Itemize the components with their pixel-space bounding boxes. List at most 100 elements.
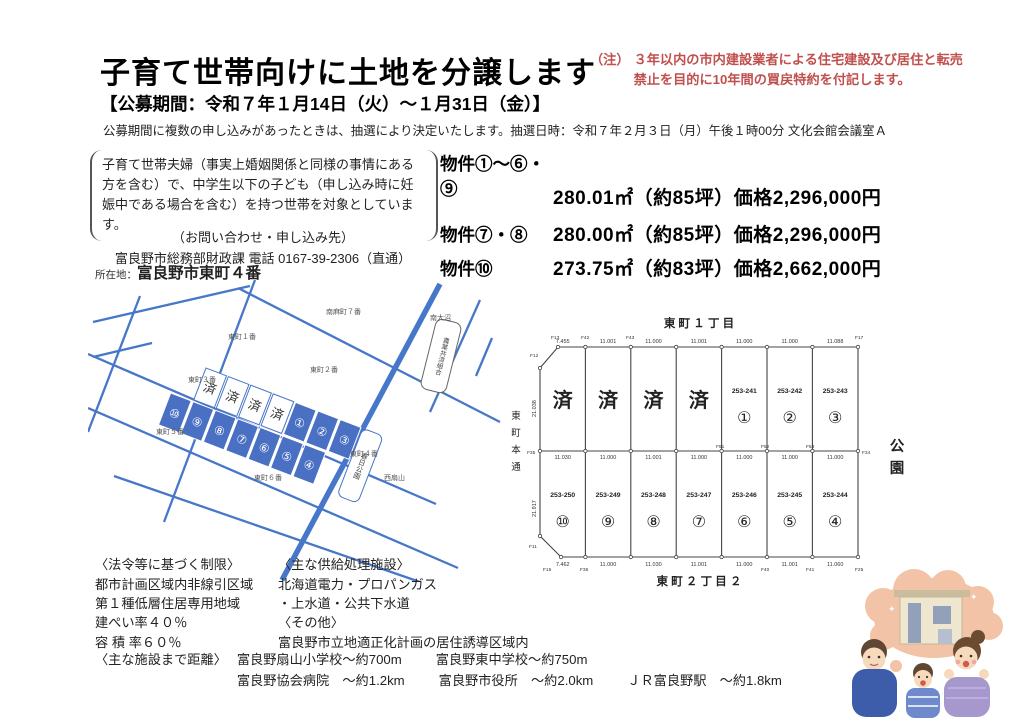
distance-item: 富良野東中学校～約750m xyxy=(435,652,588,667)
map-kasuga-parcel: 春日公園 xyxy=(338,429,383,503)
map-lot-number: ① xyxy=(292,415,307,432)
svg-text:11.000: 11.000 xyxy=(736,455,752,461)
plan-lot-circle: ⑥ xyxy=(737,514,751,531)
family-illustration: ✦ ✦ ✦ xyxy=(852,569,1003,718)
map-label-minami-asamachi: 南麻町７番 xyxy=(326,307,361,316)
note-red: （注） ３年以内の市内建設業者による住宅建設及び居住と転売禁止を目的に10年間の… xyxy=(590,50,972,90)
restrictions-heading: 〈法令等に基づく制限〉 xyxy=(95,557,241,572)
svg-text:F25: F25 xyxy=(855,567,864,573)
svg-text:F34: F34 xyxy=(862,450,871,456)
restriction-item: 容 積 率６０％ xyxy=(95,634,182,650)
plan-left-road: 東 町 本 通 xyxy=(511,410,521,473)
map-parcels: 済 済 済 済 ① ② ③ 春日公園 ⑩ xyxy=(157,367,383,503)
property-row-1: 物件①～⑥・⑨ xyxy=(440,151,553,201)
location-line: 所在地：富良野市東町４番 xyxy=(95,261,261,283)
property-row-2: 物件⑦・⑧ 280.00㎡（約85坪）価格2,296,000円 xyxy=(440,220,881,247)
svg-text:7.462: 7.462 xyxy=(556,562,570,568)
mother-figure xyxy=(944,630,990,717)
application-period: 【公募期間：令和７年１月14日（火）～１月31日（金）】 xyxy=(100,94,551,114)
location-map: 農業共済組合 済 済 済 済 ① ② ③ xyxy=(88,280,501,582)
svg-text:通: 通 xyxy=(511,462,521,473)
distances-section: 〈主な施設まで距離〉 富良野扇山小学校～約700m 富良野東中学校～約750m 富… xyxy=(95,649,816,691)
svg-text:11.000: 11.000 xyxy=(781,339,797,345)
plan-lot-circle: ⑩ xyxy=(556,514,570,531)
eligibility-box: 子育て世帯夫婦（事実上婚姻関係と同様の事情にある方を含む）で、中学生以下の子ども… xyxy=(90,150,438,241)
plan-dims-top: 7.455 11.001 11.000 11.001 11.000 11.000… xyxy=(556,339,844,345)
distances-row1: 富良野扇山小学校～約700m 富良野東中学校～約750m xyxy=(237,649,816,668)
page-title: 子育て世帯向けに土地を分譲します xyxy=(100,57,596,90)
distance-item: 富良野扇山小学校～約700m xyxy=(236,652,402,667)
svg-text:7.455: 7.455 xyxy=(556,339,570,345)
map-lot-number: ⑦ xyxy=(234,431,249,448)
plan-lot-circle: ③ xyxy=(828,410,842,427)
plan-sold-mark: 済 xyxy=(553,388,574,412)
plan-lot-id: 253-245 xyxy=(777,492,802,499)
restriction-item: 都市計画区域内非線引区域 xyxy=(95,577,254,593)
svg-text:11.000: 11.000 xyxy=(781,455,797,461)
svg-text:21.038: 21.038 xyxy=(532,400,538,417)
svg-text:11.000: 11.000 xyxy=(736,339,752,345)
plan-lot-id: 253-249 xyxy=(596,492,621,499)
location-value: 富良野市東町４番 xyxy=(137,265,262,282)
distance-item: 富良野協会病院 ～約1.2km xyxy=(236,673,405,688)
plan-park-label: 公 園 xyxy=(890,438,905,477)
svg-text:F42: F42 xyxy=(581,335,590,341)
father-figure xyxy=(852,639,897,717)
plan-lot-circle: ② xyxy=(783,410,797,427)
svg-text:11.001: 11.001 xyxy=(781,562,797,568)
plan-dims-left: 21.038 21.917 xyxy=(532,400,538,517)
svg-text:町: 町 xyxy=(511,428,521,439)
distances-heading: 〈主な施設まで距離〉 xyxy=(95,652,227,667)
property-3-label: 物件⑩ xyxy=(440,259,493,279)
map-district-labels: 南麻町７番 東町１番 東町２番 東町３番 東町５番 東町６番 東町４番 西扇山 … xyxy=(156,307,451,482)
lottery-info: 公募期間に複数の申し込みがあったときは、抽選により決定いたします。抽選日時：令和… xyxy=(103,124,887,138)
distances-list: 富良野扇山小学校～約700m 富良野東中学校～約750m 富良野協会病院 ～約1.… xyxy=(237,649,816,691)
map-label-nishi-ogiyama: 西扇山 xyxy=(384,473,405,482)
utility-item: 〈その他〉 xyxy=(278,615,344,631)
svg-text:本: 本 xyxy=(511,444,521,456)
map-sold-mark: 済 xyxy=(268,405,286,424)
property-1-label: 物件①～⑥・⑨ xyxy=(440,154,545,199)
svg-text:11.000: 11.000 xyxy=(827,455,843,461)
distance-item: 富良野市役所 ～約2.0km xyxy=(438,673,594,688)
svg-text:✦: ✦ xyxy=(970,592,978,602)
map-label-minami-onuma: 南大沼 xyxy=(430,313,451,322)
svg-text:F11: F11 xyxy=(529,544,537,550)
plan-lot-id: 253-241 xyxy=(732,388,757,395)
map-row2: ⑩ ⑨ ⑧ ⑦ ⑥ ⑤ ④ xyxy=(157,392,327,485)
svg-text:11.000: 11.000 xyxy=(691,455,707,461)
svg-text:F52: F52 xyxy=(761,444,770,450)
utility-item: 北海道電力・プロパンガス xyxy=(278,577,437,593)
svg-text:11.001: 11.001 xyxy=(691,562,707,568)
utility-item: ・上水道・公共下水道 xyxy=(278,596,410,612)
plan-row2: 253-250 ⑩ 253-249 ⑨ 253-248 ⑧ 253-247 ⑦ … xyxy=(550,492,848,531)
map-lot-number: ② xyxy=(314,423,329,440)
plan-lot-circle: ④ xyxy=(828,514,842,531)
svg-text:F43: F43 xyxy=(626,335,635,341)
contact-block: （お問い合わせ・申し込み先） 富良野市総務部財政課 電話 0167-39-230… xyxy=(90,228,436,270)
svg-text:11.000: 11.000 xyxy=(600,455,616,461)
svg-text:F40: F40 xyxy=(761,567,770,573)
cadastral-plan: 東 町 １ 丁 目 東 町 ２ 丁 目 ２ 東 町 本 通 公 園 xyxy=(511,316,905,588)
property-1-detail: 280.01㎡（約85坪）価格2,296,000円 xyxy=(553,188,882,209)
svg-text:F17: F17 xyxy=(855,335,864,341)
map-label-higashi1: 東町１番 xyxy=(228,332,256,341)
map-lot-number: ④ xyxy=(301,457,316,474)
map-sold-mark: 済 xyxy=(246,396,264,415)
plan-lot-id: 253-242 xyxy=(777,388,802,395)
plan-lot-id: 253-248 xyxy=(641,492,666,499)
restriction-item: 第１種低層住居専用地域 xyxy=(95,596,241,612)
map-kyosai-parcel: 農業共済組合 xyxy=(420,318,462,394)
map-label-higashi2: 東町２番 xyxy=(310,365,338,374)
plan-lot-id: 253-243 xyxy=(823,388,848,395)
map-sold-mark: 済 xyxy=(201,379,219,398)
restrictions-section: 〈法令等に基づく制限〉 都市計画区域内非線引区域 第１種低層住居専用地域 建ぺい… xyxy=(95,555,280,652)
svg-text:東: 東 xyxy=(511,410,521,422)
svg-text:F36: F36 xyxy=(580,567,589,573)
svg-text:11.000: 11.000 xyxy=(600,562,616,568)
map-lot-number: ⑤ xyxy=(279,448,294,465)
svg-text:11.001: 11.001 xyxy=(600,339,616,345)
map-main-road xyxy=(279,282,443,582)
map-label-higashi4: 東町４番 xyxy=(350,449,378,458)
